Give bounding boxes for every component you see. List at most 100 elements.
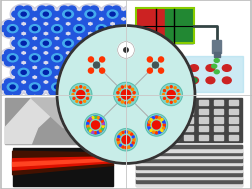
Circle shape xyxy=(67,49,91,67)
Circle shape xyxy=(112,45,120,51)
Circle shape xyxy=(27,40,36,46)
Circle shape xyxy=(118,99,121,101)
Circle shape xyxy=(101,5,124,23)
Circle shape xyxy=(77,27,82,31)
Circle shape xyxy=(93,21,102,27)
Circle shape xyxy=(23,78,47,96)
Circle shape xyxy=(0,77,26,97)
Bar xyxy=(212,40,221,53)
Circle shape xyxy=(164,97,166,99)
Bar xyxy=(213,52,220,57)
Circle shape xyxy=(10,62,37,82)
Circle shape xyxy=(63,68,73,76)
Circle shape xyxy=(112,84,120,90)
Circle shape xyxy=(152,131,154,133)
Bar xyxy=(169,135,178,140)
Circle shape xyxy=(161,129,163,132)
Bar xyxy=(214,100,223,105)
Bar xyxy=(136,169,242,172)
Circle shape xyxy=(101,128,103,130)
Bar xyxy=(214,135,223,140)
Bar xyxy=(138,108,148,114)
Circle shape xyxy=(128,132,130,134)
Circle shape xyxy=(21,41,26,45)
Bar xyxy=(229,126,238,131)
Circle shape xyxy=(99,85,104,89)
Circle shape xyxy=(112,16,120,22)
Circle shape xyxy=(34,11,43,17)
Circle shape xyxy=(55,33,81,53)
Circle shape xyxy=(16,25,24,32)
Circle shape xyxy=(123,34,147,52)
Circle shape xyxy=(71,79,80,85)
Circle shape xyxy=(119,144,121,146)
Circle shape xyxy=(45,20,69,38)
Circle shape xyxy=(27,79,36,85)
Circle shape xyxy=(123,5,147,23)
Circle shape xyxy=(38,84,47,90)
Bar xyxy=(138,126,148,131)
Bar xyxy=(184,100,193,105)
Bar xyxy=(229,108,238,114)
Bar xyxy=(229,100,238,105)
Circle shape xyxy=(116,11,124,17)
Bar xyxy=(165,9,193,43)
Circle shape xyxy=(27,50,36,56)
Circle shape xyxy=(93,79,102,85)
Polygon shape xyxy=(13,157,113,170)
Circle shape xyxy=(173,77,182,84)
Circle shape xyxy=(49,40,58,46)
Bar xyxy=(214,126,223,131)
Circle shape xyxy=(170,86,172,88)
Circle shape xyxy=(163,127,165,129)
Circle shape xyxy=(12,30,21,37)
Circle shape xyxy=(80,101,82,103)
Circle shape xyxy=(45,78,69,96)
Circle shape xyxy=(71,40,80,46)
Circle shape xyxy=(125,85,127,87)
Circle shape xyxy=(77,91,85,98)
Circle shape xyxy=(16,35,24,42)
Circle shape xyxy=(89,130,91,132)
Circle shape xyxy=(105,84,113,90)
Circle shape xyxy=(54,27,60,31)
Circle shape xyxy=(116,30,124,37)
Circle shape xyxy=(38,25,47,32)
Circle shape xyxy=(101,30,110,37)
Circle shape xyxy=(123,30,132,37)
Circle shape xyxy=(5,79,13,85)
Circle shape xyxy=(89,78,113,96)
Circle shape xyxy=(79,30,87,37)
Circle shape xyxy=(163,94,165,95)
Circle shape xyxy=(38,45,46,51)
Circle shape xyxy=(71,69,80,76)
Circle shape xyxy=(71,88,80,95)
Circle shape xyxy=(84,87,86,89)
Circle shape xyxy=(110,19,137,39)
Circle shape xyxy=(18,10,29,18)
Circle shape xyxy=(23,84,32,90)
Circle shape xyxy=(129,86,131,88)
Circle shape xyxy=(45,25,54,32)
Circle shape xyxy=(89,118,91,120)
Circle shape xyxy=(79,88,87,95)
Circle shape xyxy=(68,16,76,22)
Circle shape xyxy=(90,6,98,12)
Circle shape xyxy=(10,56,15,60)
Circle shape xyxy=(123,64,147,81)
Circle shape xyxy=(148,121,150,123)
Bar xyxy=(199,117,208,123)
Polygon shape xyxy=(32,98,101,128)
Circle shape xyxy=(1,49,24,67)
Circle shape xyxy=(117,91,119,94)
Circle shape xyxy=(115,129,137,151)
Circle shape xyxy=(60,6,69,12)
Circle shape xyxy=(152,117,154,119)
Circle shape xyxy=(131,99,134,101)
Circle shape xyxy=(100,68,105,73)
Circle shape xyxy=(132,70,137,74)
Circle shape xyxy=(134,35,143,42)
Circle shape xyxy=(134,16,143,22)
Circle shape xyxy=(134,45,143,51)
Circle shape xyxy=(118,142,120,144)
